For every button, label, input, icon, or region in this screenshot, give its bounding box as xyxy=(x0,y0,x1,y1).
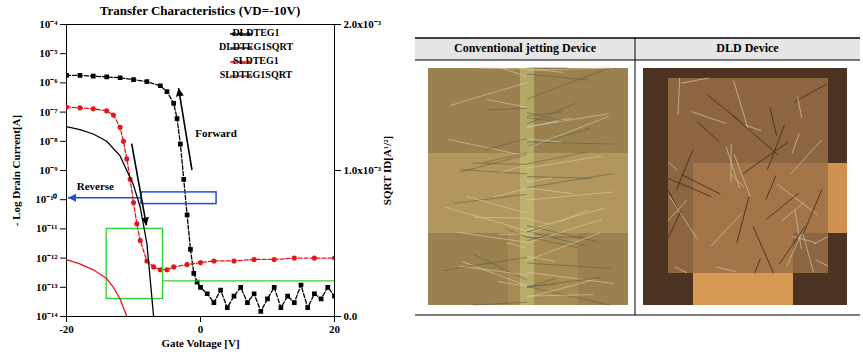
svg-text:DLDTEG1SQRT: DLDTEG1SQRT xyxy=(219,41,293,52)
svg-text:Forward: Forward xyxy=(195,127,237,139)
svg-text:10⁻⁶: 10⁻⁶ xyxy=(39,76,58,88)
svg-text:-20: -20 xyxy=(59,323,74,335)
svg-text:Conventional jetting Device: Conventional jetting Device xyxy=(454,41,597,55)
svg-text:Transfer Characteristics (VD=-: Transfer Characteristics (VD=-10V) xyxy=(100,3,300,18)
svg-text:0: 0 xyxy=(198,323,204,335)
svg-text:20: 20 xyxy=(329,323,341,335)
svg-text:DLD Device: DLD Device xyxy=(716,41,779,55)
svg-text:- Log Drain Current[A]: - Log Drain Current[A] xyxy=(10,115,22,226)
svg-text:2.0x10⁻³: 2.0x10⁻³ xyxy=(344,18,382,30)
svg-text:Reverse: Reverse xyxy=(77,180,114,192)
svg-text:10⁻⁹: 10⁻⁹ xyxy=(39,164,58,176)
svg-text:0.0: 0.0 xyxy=(344,310,358,322)
svg-text:SQRT ID[A¹/²]: SQRT ID[A¹/²] xyxy=(381,136,393,205)
svg-text:10⁻¹¹: 10⁻¹¹ xyxy=(36,222,58,234)
svg-text:10⁻⁷: 10⁻⁷ xyxy=(39,106,58,118)
svg-text:10⁻⁴: 10⁻⁴ xyxy=(39,18,58,30)
svg-text:Gate Voltage [V]: Gate Voltage [V] xyxy=(161,337,239,349)
svg-text:10⁻¹²: 10⁻¹² xyxy=(36,252,58,264)
svg-text:10⁻⁵: 10⁻⁵ xyxy=(39,47,58,59)
svg-text:SLDTEG1SQRT: SLDTEG1SQRT xyxy=(220,69,293,80)
svg-text:SLDTEG1: SLDTEG1 xyxy=(233,55,279,66)
svg-text:10⁻⁸: 10⁻⁸ xyxy=(39,135,58,147)
svg-text:10⁻¹⁴: 10⁻¹⁴ xyxy=(36,310,58,322)
svg-text:10⁻¹³: 10⁻¹³ xyxy=(36,281,58,293)
svg-text:10⁻¹⁰: 10⁻¹⁰ xyxy=(35,193,57,205)
svg-text:DLDTEG1: DLDTEG1 xyxy=(232,27,279,38)
svg-text:1.0x10⁻³: 1.0x10⁻³ xyxy=(344,164,382,176)
